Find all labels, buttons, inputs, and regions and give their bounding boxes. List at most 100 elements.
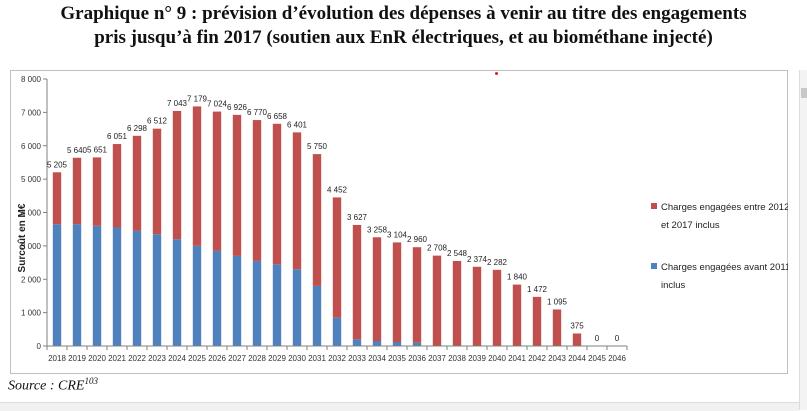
- bar-2012-2017: [412, 247, 422, 343]
- data-label-total: 5 651: [87, 145, 108, 154]
- red-marker-dot: [495, 72, 498, 75]
- bar-before-2011: [192, 245, 202, 346]
- y-tick-label: 5 000: [21, 175, 42, 184]
- y-tick-label: 0: [37, 342, 42, 351]
- bar-2012-2017: [292, 132, 302, 270]
- chart-svg: 0 1 000 2 000 3 000 4 000 5 000 6 000 7 000 8 00…: [17, 75, 788, 363]
- data-label-total: 5 205: [47, 160, 68, 169]
- x-tick-label: 2041: [508, 354, 526, 363]
- bar-2012-2017: [72, 157, 82, 225]
- x-tick-label: 2035: [388, 354, 406, 363]
- bar-before-2011: [232, 255, 242, 346]
- x-tick-label: 2045: [588, 354, 606, 363]
- x-tick-label: 2043: [548, 354, 566, 363]
- x-tick-label: 2038: [448, 354, 466, 363]
- source-footnote: 103: [84, 376, 98, 386]
- data-label-total: 6 926: [227, 103, 248, 112]
- data-label-total: 2 548: [447, 249, 468, 258]
- bar-before-2011: [52, 224, 62, 346]
- x-tick-label: 2042: [528, 354, 546, 363]
- bar-before-2011: [332, 317, 342, 346]
- x-tick-label: 2039: [468, 354, 486, 363]
- horizontal-scrollbar[interactable]: [0, 402, 799, 411]
- bar-before-2011: [72, 224, 82, 346]
- y-tick-label: 7 000: [21, 108, 42, 117]
- bar-before-2011: [372, 340, 382, 346]
- x-tick-label: 2046: [608, 354, 626, 363]
- bar-2012-2017: [432, 255, 442, 346]
- x-tick-label: 2021: [108, 354, 126, 363]
- data-label-total: 375: [570, 321, 584, 330]
- vertical-scrollbar[interactable]: [799, 70, 807, 410]
- data-label-total: 4 452: [327, 185, 348, 194]
- bar-2012-2017: [252, 120, 262, 261]
- data-label-total: 3 104: [387, 230, 408, 239]
- data-label-total: 6 401: [287, 120, 308, 129]
- data-label-total: 3 627: [347, 213, 368, 222]
- bar-before-2011: [252, 260, 262, 346]
- y-tick-label: 6 000: [21, 142, 42, 151]
- data-label-total: 1 472: [527, 285, 548, 294]
- x-tick-label: 2034: [368, 354, 386, 363]
- data-label-total: 6 770: [247, 108, 268, 117]
- bar-2012-2017: [312, 154, 322, 286]
- legend-swatch: [651, 203, 657, 209]
- data-label-total: 2 282: [487, 258, 508, 267]
- bar-before-2011: [292, 269, 302, 346]
- bar-2012-2017: [452, 260, 462, 346]
- data-label-total: 2 960: [407, 235, 428, 244]
- x-tick-label: 2044: [568, 354, 586, 363]
- x-tick-label: 2032: [328, 354, 346, 363]
- bar-before-2011: [392, 341, 402, 346]
- bar-2012-2017: [352, 224, 362, 340]
- data-label-total: 5 640: [67, 146, 88, 155]
- data-label-total: 7 024: [207, 100, 228, 109]
- bar-2012-2017: [272, 123, 282, 265]
- bar-2012-2017: [152, 128, 162, 235]
- x-tick-label: 2023: [148, 354, 166, 363]
- y-tick-label: 1 000: [21, 309, 42, 318]
- chart-title-line-1: Graphique n° 9 : prévision d’évolution d…: [60, 3, 747, 24]
- bar-before-2011: [272, 264, 282, 346]
- data-label-total: 3 258: [367, 225, 388, 234]
- data-label-total: 0: [595, 334, 600, 343]
- x-tick-label: 2020: [88, 354, 106, 363]
- source-note: Source : CRE103: [8, 376, 98, 395]
- data-label-total: 6 051: [107, 132, 128, 141]
- legend-label: et 2017 inclus: [661, 220, 720, 231]
- legend-swatch: [651, 263, 657, 269]
- bar-2012-2017: [492, 269, 502, 346]
- bar-2012-2017: [112, 144, 122, 228]
- data-label-total: 6 658: [267, 112, 288, 121]
- y-axis-label: Surcoût en M€: [17, 203, 28, 272]
- source-label: Source : CRE: [8, 378, 85, 394]
- chart-title: Graphique n° 9 : prévision d’évolution d…: [0, 2, 807, 50]
- bar-2012-2017: [92, 157, 102, 226]
- x-tick-label: 2024: [168, 354, 186, 363]
- bar-2012-2017: [552, 309, 562, 346]
- bar-before-2011: [312, 285, 322, 346]
- data-label-total: 7 179: [187, 94, 208, 103]
- data-label-total: 5 750: [307, 142, 328, 151]
- data-label-total: 6 512: [147, 117, 168, 126]
- bar-2012-2017: [372, 237, 382, 341]
- bar-before-2011: [172, 239, 182, 346]
- bar-2012-2017: [572, 333, 582, 346]
- bar-before-2011: [92, 225, 102, 346]
- x-tick-label: 2025: [188, 354, 206, 363]
- data-label-total: 1 840: [507, 273, 528, 282]
- legend-label: inclus: [661, 280, 686, 291]
- x-tick-label: 2033: [348, 354, 366, 363]
- scrollbar-thumb[interactable]: [801, 88, 807, 98]
- y-tick-label: 8 000: [21, 75, 42, 84]
- x-tick-label: 2026: [208, 354, 226, 363]
- bar-2012-2017: [512, 284, 522, 346]
- chart-title-line-2: pris jusqu’à fin 2017 (soutien aux EnR é…: [94, 27, 713, 48]
- x-tick-label: 2022: [128, 354, 146, 363]
- x-tick-label: 2027: [228, 354, 246, 363]
- x-tick-label: 2019: [68, 354, 86, 363]
- bar-2012-2017: [192, 106, 202, 246]
- data-label-total: 1 095: [547, 297, 568, 306]
- data-label-total: 2 374: [467, 255, 488, 264]
- bar-before-2011: [212, 250, 222, 346]
